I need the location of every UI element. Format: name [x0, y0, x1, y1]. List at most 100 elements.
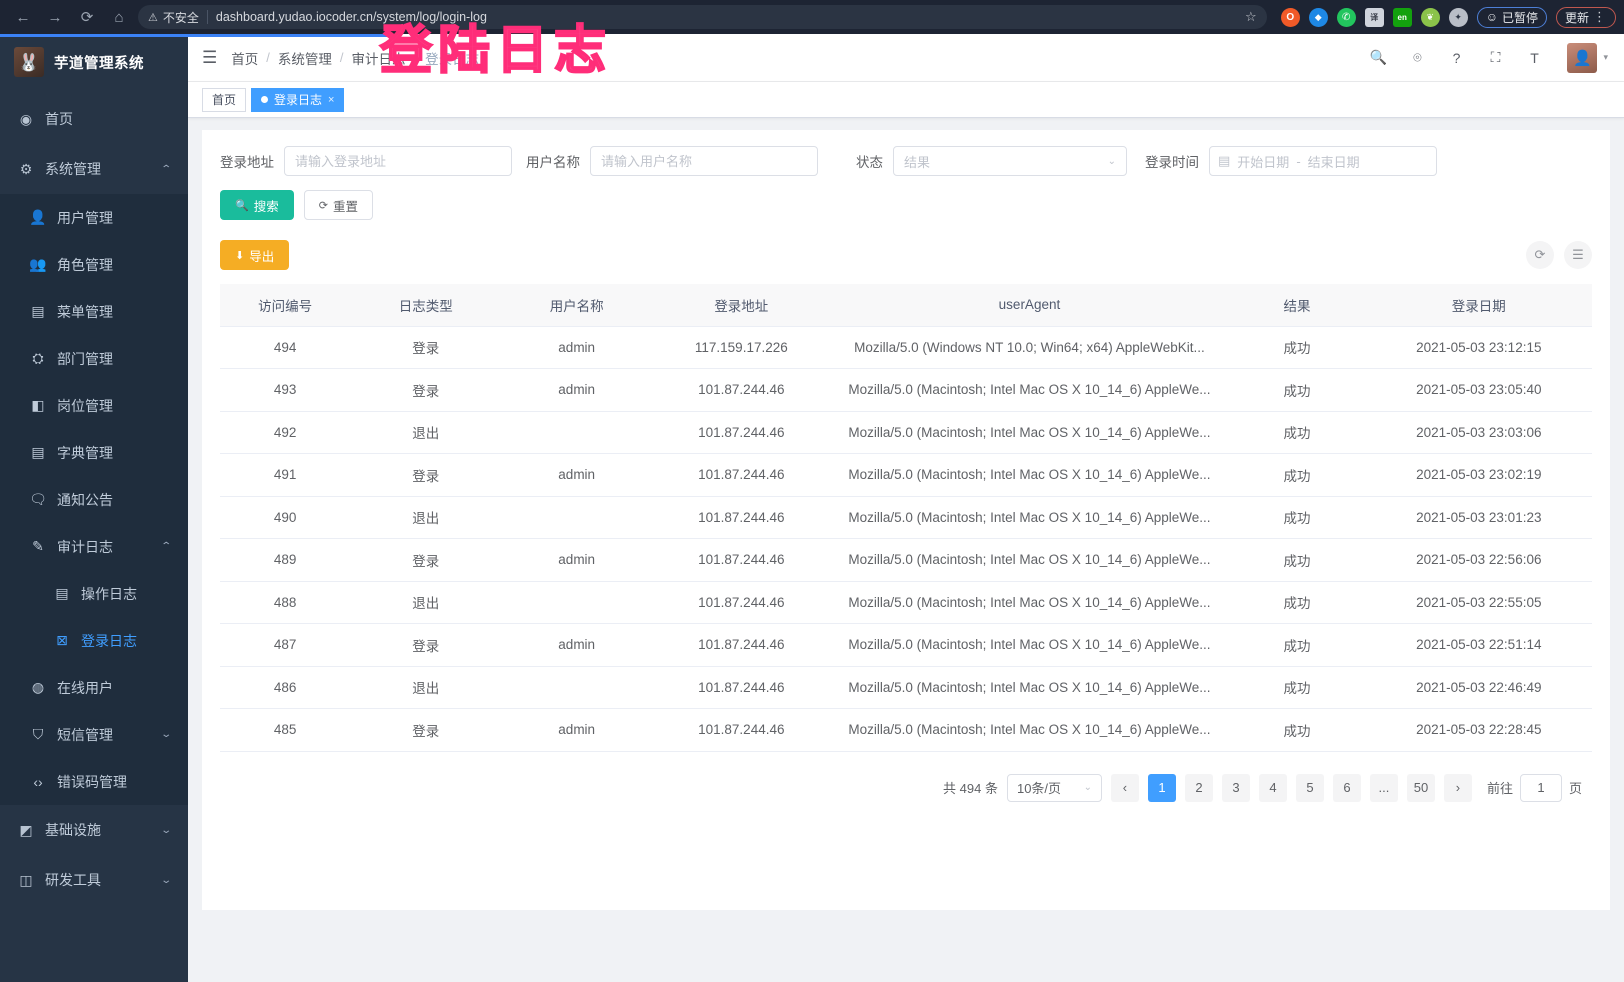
table-row[interactable]: 488 退出 101.87.244.46 Mozilla/5.0 (Macintosh…: [220, 581, 1592, 624]
sidebar-item-post-management[interactable]: ◧ 岗位管理: [0, 382, 188, 429]
th-access-id[interactable]: 访问编号: [220, 284, 351, 327]
page-size-select[interactable]: 10条/页 ⌄: [1006, 773, 1102, 802]
table-row[interactable]: 485 登录 admin 101.87.244.46 Mozilla/5.0 (Maci…: [220, 708, 1592, 752]
jump-page-input[interactable]: [1519, 773, 1562, 802]
sidebar-item-dept-management[interactable]: ⛭ 部门管理: [0, 335, 188, 382]
english-extension-icon[interactable]: en: [1392, 7, 1412, 27]
th-user-agent[interactable]: userAgent: [830, 284, 1229, 327]
sidebar-item-role-management[interactable]: 👥 角色管理: [0, 241, 188, 288]
wechat-extension-icon[interactable]: ✆: [1336, 7, 1356, 27]
reload-icon[interactable]: ⟳: [80, 8, 94, 26]
th-user-name[interactable]: 用户名称: [501, 284, 653, 327]
sidebar-item-operation-log[interactable]: ▤ 操作日志: [0, 570, 188, 617]
columns-icon[interactable]: ☰: [1564, 241, 1592, 269]
close-icon[interactable]: ×: [328, 93, 335, 106]
leaf-extension-icon[interactable]: ❦: [1420, 7, 1440, 27]
sidebar-item-menu-management[interactable]: ▤ 菜单管理: [0, 288, 188, 335]
cell-user-agent: Mozilla/5.0 (Macintosh; Intel Mac OS X 1…: [830, 453, 1229, 497]
forward-icon[interactable]: →: [47, 8, 63, 26]
sidebar-item-audit-log[interactable]: ✎ 审计日志 ⌃: [0, 523, 188, 570]
cell-login-address: 101.87.244.46: [652, 538, 831, 582]
breadcrumb-item-home[interactable]: 首页: [231, 51, 259, 67]
back-icon[interactable]: ←: [15, 8, 31, 26]
table-row[interactable]: 490 退出 101.87.244.46 Mozilla/5.0 (Macintosh…: [220, 496, 1592, 539]
book-icon: ▤: [31, 444, 45, 460]
cell-login-date: 2021-05-03 23:05:40: [1365, 368, 1592, 412]
puzzle-extension-icon[interactable]: ✦: [1448, 7, 1468, 27]
sidebar-item-dict-management[interactable]: ▤ 字典管理: [0, 429, 188, 476]
th-result[interactable]: 结果: [1228, 284, 1366, 327]
breadcrumb-item-system[interactable]: 系统管理: [277, 51, 332, 67]
cell-user-name: admin: [501, 326, 653, 369]
pagination-prev[interactable]: ‹: [1110, 773, 1139, 802]
table-row[interactable]: 492 退出 101.87.244.46 Mozilla/5.0 (Macintosh…: [220, 411, 1592, 454]
pagination-ellipsis[interactable]: ...: [1369, 773, 1398, 802]
login-address-input[interactable]: [284, 146, 512, 176]
help-icon[interactable]: ?: [1452, 49, 1461, 66]
tab-home[interactable]: 首页: [202, 87, 247, 112]
edit-log-icon: ✎: [32, 538, 44, 554]
github-icon[interactable]: ⌾: [1413, 49, 1422, 65]
sidebar-item-label: 首页: [45, 111, 73, 127]
table-row[interactable]: 491 登录 admin 101.87.244.46 Mozilla/5.0 (Maci…: [220, 453, 1592, 497]
status-select[interactable]: 结果 ⌄: [893, 146, 1127, 176]
url-text: dashboard.yudao.iocoder.cn/system/log/lo…: [215, 10, 487, 24]
tab-active-dot-icon: [261, 96, 269, 103]
table-row[interactable]: 487 登录 admin 101.87.244.46 Mozilla/5.0 (Maci…: [220, 623, 1592, 667]
sidebar-item-notice-management[interactable]: 🗨 通知公告: [0, 476, 188, 523]
brand[interactable]: 🐰 芋道管理系统: [0, 34, 188, 90]
address-bar[interactable]: ⚠ 不安全 dashboard.yudao.iocoder.cn/system/…: [138, 5, 1267, 29]
chrome-menu-icon[interactable]: ⋮: [1593, 8, 1607, 24]
home-icon[interactable]: ⌂: [114, 8, 124, 26]
opera-extension-icon[interactable]: O: [1280, 7, 1300, 27]
login-address-label: 登录地址: [220, 155, 274, 170]
diamond-extension-icon[interactable]: ◆: [1308, 7, 1328, 27]
font-size-icon[interactable]: T: [1530, 49, 1539, 66]
breadcrumb-item-login-log: 登录日志: [425, 51, 480, 67]
reset-button[interactable]: ⟳ 重置: [303, 190, 373, 220]
update-chip[interactable]: 更新 ⋮: [1555, 6, 1616, 28]
pagination-page-6[interactable]: 6: [1332, 773, 1361, 802]
search-button[interactable]: 🔍 搜索: [220, 190, 294, 220]
th-login-address[interactable]: 登录地址: [652, 284, 831, 327]
pagination-page-5[interactable]: 5: [1295, 773, 1324, 802]
sidebar-item-error-code-management[interactable]: ‹› 错误码管理: [0, 758, 188, 805]
search-icon[interactable]: 🔍: [1369, 49, 1388, 65]
sidebar-item-home[interactable]: ◉ 首页: [0, 94, 188, 144]
search-icon: 🔍: [235, 199, 249, 212]
breadcrumb-item-audit-log[interactable]: 审计日志: [351, 51, 406, 67]
translate-extension-icon[interactable]: 译: [1364, 7, 1384, 27]
sidebar-toggle-icon[interactable]: ☰: [202, 47, 218, 67]
pagination-page-1[interactable]: 1: [1147, 773, 1176, 802]
sidebar-item-login-log[interactable]: ⊠ 登录日志: [0, 617, 188, 664]
pagination-next[interactable]: ›: [1443, 773, 1472, 802]
export-button[interactable]: ⬇ 导出: [220, 240, 290, 270]
paused-status-chip[interactable]: ☺ 已暂停: [1476, 6, 1547, 28]
table-row[interactable]: 493 登录 admin 101.87.244.46 Mozilla/5.0 (Maci…: [220, 368, 1592, 412]
sidebar-item-dev-tools[interactable]: ◫ 研发工具 ⌄: [0, 855, 188, 905]
table-row[interactable]: 489 登录 admin 101.87.244.46 Mozilla/5.0 (Maci…: [220, 538, 1592, 582]
code-icon: ‹›: [33, 773, 43, 790]
pagination-page-2[interactable]: 2: [1184, 773, 1213, 802]
sidebar-item-system-management[interactable]: ⚙ 系统管理 ⌃: [0, 144, 188, 194]
th-login-date[interactable]: 登录日期: [1365, 284, 1592, 327]
sidebar-item-sms-management[interactable]: ⛉ 短信管理 ⌄: [0, 711, 188, 758]
fullscreen-icon[interactable]: ⛶: [1490, 49, 1501, 65]
th-log-type[interactable]: 日志类型: [350, 284, 502, 327]
avatar-menu[interactable]: 👤 ▾: [1567, 42, 1608, 73]
tab-login-log[interactable]: 登录日志 ×: [251, 87, 345, 112]
refresh-icon[interactable]: ⟳: [1526, 241, 1554, 269]
pagination-page-3[interactable]: 3: [1221, 773, 1250, 802]
sidebar-item-infrastructure[interactable]: ◩ 基础设施 ⌄: [0, 805, 188, 855]
bookmark-star-icon[interactable]: ☆: [1245, 9, 1257, 24]
chevron-down-icon: ▾: [1603, 52, 1608, 62]
table-row[interactable]: 494 登录 admin 117.159.17.226 Mozilla/5.0 (Win…: [220, 326, 1592, 369]
table-row[interactable]: 486 退出 101.87.244.46 Mozilla/5.0 (Macintosh…: [220, 666, 1592, 709]
pagination-page-4[interactable]: 4: [1258, 773, 1287, 802]
user-name-input[interactable]: [590, 146, 818, 176]
login-time-daterange[interactable]: ▤ 开始日期 - 结束日期: [1209, 146, 1437, 176]
sidebar-item-label: 审计日志: [57, 538, 113, 555]
sidebar-item-user-management[interactable]: 👤 用户管理: [0, 194, 188, 241]
sidebar-item-online-user[interactable]: ◍ 在线用户: [0, 664, 188, 711]
pagination-page-50[interactable]: 50: [1406, 773, 1435, 802]
